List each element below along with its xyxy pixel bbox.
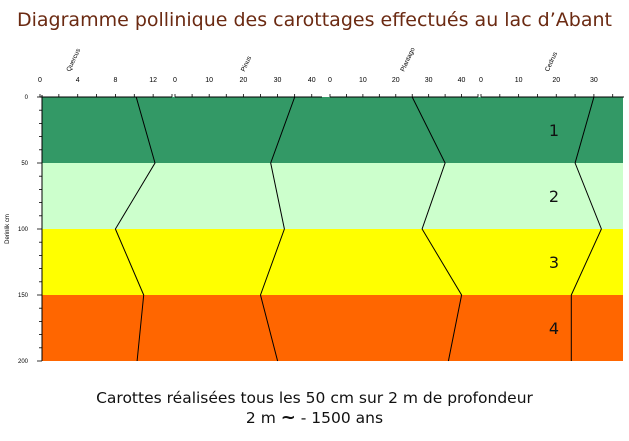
zone-bands: 1 2 3 4 [42, 97, 623, 361]
caption-tilde: ~ [280, 407, 296, 428]
series-name-cedrus: Cedrus [544, 50, 560, 73]
x-tick-label: 40 [458, 77, 466, 84]
caption-line-1: Carottes réalisées tous les 50 cm sur 2 … [96, 389, 533, 407]
y-tick-label: 100 [18, 227, 29, 233]
y-axis-label: Derinlik cm [5, 214, 11, 244]
series-name-pinus: Pinus [240, 54, 254, 72]
zone-band-1 [42, 97, 623, 163]
series-line-cedrus [570, 96, 602, 361]
zone-band-4 [42, 295, 623, 361]
series-line-plantago [411, 96, 463, 362]
x-tick-label: 12 [149, 77, 157, 84]
x-tick-label: 4 [76, 77, 80, 84]
series-name-plantago: Plantago [399, 46, 416, 73]
zone-label-2: 2 [549, 187, 559, 206]
x-tick-label: 20 [392, 77, 400, 84]
x-tick-label: 30 [425, 77, 433, 84]
zone-label-3: 3 [549, 253, 559, 272]
series-line-quercus [114, 96, 156, 362]
zone-band-2 [42, 163, 623, 229]
series-line-pinus [259, 96, 296, 362]
x-tick-label: 20 [552, 77, 560, 84]
x-tick-label: 20 [239, 77, 247, 84]
x-tick-label: 40 [308, 77, 316, 84]
y-tick-label: 150 [18, 293, 29, 299]
x-tick-label: 10 [205, 77, 213, 84]
x-tick-label: 10 [515, 77, 523, 84]
series-name-quercus: Quercus [65, 47, 82, 73]
y-tick-label: 0 [25, 95, 29, 101]
chart-title: Diagramme pollinique des carottages effe… [17, 9, 612, 31]
x-tick-label: 10 [359, 77, 367, 84]
caption: Carottes réalisées tous les 50 cm sur 2 … [0, 389, 629, 428]
x-tick-label: 0 [328, 77, 332, 84]
x-tick-label: 30 [274, 77, 282, 84]
zone-label-1: 1 [549, 121, 559, 140]
caption-line-2: 2 m ~ - 1500 ans [0, 408, 629, 428]
y-tick-label: 200 [18, 359, 29, 365]
x-tick-label: 0 [173, 77, 177, 84]
x-tick-label: 0 [38, 77, 42, 84]
y-tick-label: 50 [21, 161, 28, 167]
x-tick-label: 8 [113, 77, 117, 84]
caption-depth: 2 m [245, 409, 276, 427]
x-tick-label: 0 [479, 77, 483, 84]
zone-label-4: 4 [549, 319, 559, 338]
series-lines [114, 96, 602, 362]
caption-years: - 1500 ans [295, 409, 384, 427]
x-tick-label: 30 [590, 77, 598, 84]
